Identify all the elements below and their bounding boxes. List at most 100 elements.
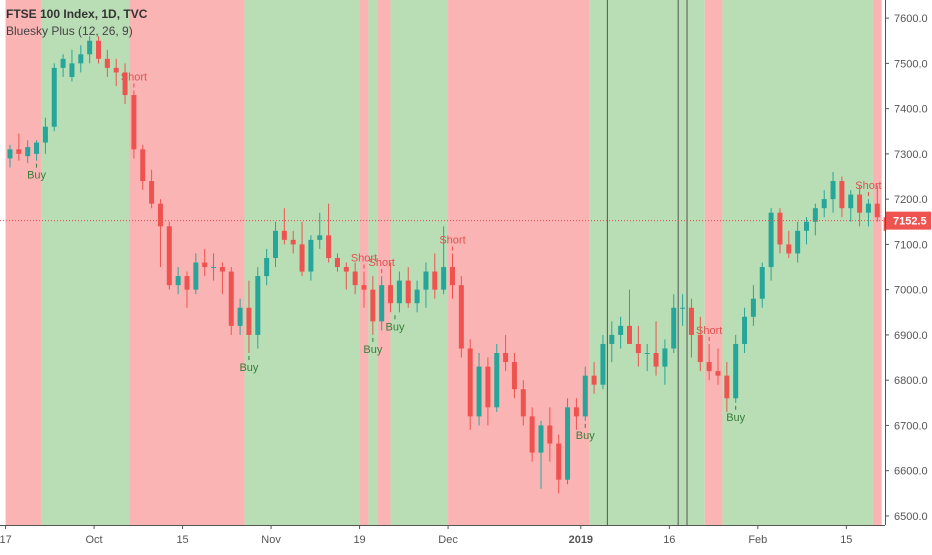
candle <box>352 262 358 295</box>
candle-body <box>547 425 553 444</box>
candle-body <box>193 262 199 290</box>
candle-body <box>839 181 845 209</box>
candle-body <box>511 362 517 390</box>
candle-body <box>343 267 349 272</box>
signal-zones <box>5 0 885 525</box>
price-tick-label: 7400.0 <box>894 104 928 116</box>
candle-body <box>476 366 482 417</box>
candle <box>591 362 597 394</box>
candle <box>149 169 155 209</box>
bull-zone <box>368 0 378 525</box>
time-tick-label: Oct <box>86 534 103 546</box>
candle <box>547 407 553 462</box>
candle <box>467 339 473 430</box>
bear-zone <box>359 0 369 525</box>
bear-zone <box>704 0 723 525</box>
candle-body <box>122 72 128 96</box>
candle-body <box>441 267 447 290</box>
candle-body <box>706 362 712 372</box>
candle <box>582 366 588 421</box>
candle <box>441 226 447 295</box>
candle-body <box>175 276 181 286</box>
time-axis-background <box>0 525 932 550</box>
candle-body <box>131 95 137 150</box>
candle <box>715 348 721 385</box>
price-axis-background <box>885 0 932 550</box>
candle-body <box>556 443 562 480</box>
short-signal: Short <box>855 180 882 197</box>
candle-body <box>219 267 225 272</box>
candle-body <box>733 343 739 399</box>
candle <box>494 343 500 412</box>
candle <box>87 36 93 64</box>
candle-body <box>467 348 473 417</box>
price-axis[interactable]: 6500.0 6600.0 6700.0 6800.0 6900.0 7000.0 7100… <box>885 0 932 550</box>
candle-body <box>759 267 765 299</box>
candle-body <box>281 230 287 240</box>
candle <box>290 230 296 254</box>
candle <box>42 117 48 154</box>
price-tick-label: 7200.0 <box>894 194 928 206</box>
candle <box>246 280 252 354</box>
candle-body <box>812 208 818 222</box>
candle <box>255 267 261 349</box>
candle-body <box>96 40 101 59</box>
candle-body <box>635 343 641 354</box>
candle-body <box>352 271 358 286</box>
candle-body <box>830 181 836 200</box>
candle <box>750 285 756 326</box>
last-price-value: 7152.5 <box>893 216 927 228</box>
candle-body <box>786 244 792 254</box>
time-tick-label: 17 <box>0 534 12 546</box>
time-tick-label: 15 <box>176 534 188 546</box>
candle-body <box>432 271 438 290</box>
candle <box>370 276 376 335</box>
candle-body <box>750 298 756 317</box>
candle <box>299 221 305 277</box>
candle <box>821 190 827 218</box>
buy-label: Buy <box>363 344 382 356</box>
time-tick-label: Dec <box>438 534 458 546</box>
candle-body <box>529 416 535 453</box>
candle-body <box>600 343 606 385</box>
candle-body <box>7 149 13 159</box>
candle-body <box>520 389 526 417</box>
candle-body <box>317 235 323 240</box>
candle-body <box>78 54 84 64</box>
candle-body <box>857 194 863 213</box>
time-tick-label: Feb <box>748 534 767 546</box>
candle <box>697 316 703 372</box>
candle-body <box>290 239 296 245</box>
buy-label: Buy <box>726 412 745 424</box>
candle-body <box>396 280 402 304</box>
bear-zone <box>5 0 41 525</box>
candle <box>157 199 163 268</box>
candle-body <box>671 307 677 349</box>
candle-body <box>450 267 455 286</box>
candle <box>202 248 208 277</box>
candle-body <box>874 203 880 218</box>
candle <box>423 262 429 308</box>
short-label: Short <box>369 257 395 269</box>
candle <box>432 253 438 299</box>
candle <box>839 176 845 218</box>
candle <box>69 49 75 82</box>
candle <box>635 325 641 367</box>
candle <box>113 58 119 86</box>
candle-body <box>69 63 75 77</box>
candle-body <box>326 235 332 258</box>
candle <box>662 339 668 385</box>
candle <box>450 253 455 299</box>
candle-body <box>16 149 22 154</box>
candle <box>688 298 694 358</box>
candle <box>485 357 491 426</box>
candle-body <box>299 244 305 272</box>
time-axis[interactable]: 17 Oct 15 Nov 19 Dec 2019 16 Feb 15 <box>0 525 932 550</box>
candle <box>653 321 659 376</box>
candle <box>184 271 190 308</box>
buy-label: Buy <box>239 362 258 374</box>
candle <box>51 63 57 132</box>
bull-zone <box>390 0 449 525</box>
